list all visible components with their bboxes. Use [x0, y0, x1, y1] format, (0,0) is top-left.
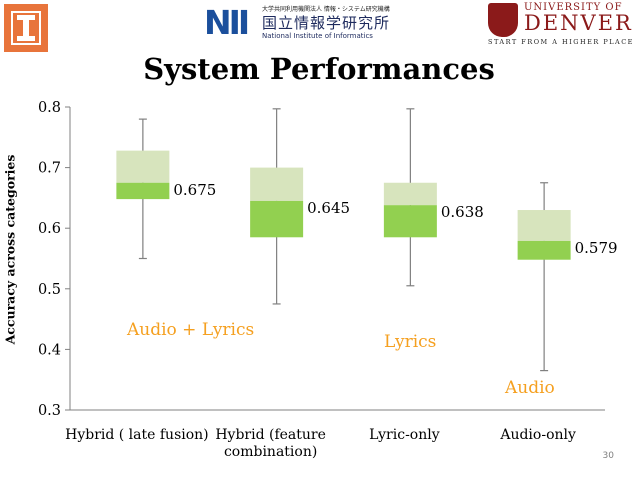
denver-logo-line1: UNIVERSITY OF — [524, 2, 623, 13]
x-tick-label: Hybrid ( late fusion) — [65, 427, 209, 443]
box-lower-quartile — [250, 200, 304, 238]
illinois-logo-stem — [23, 15, 29, 41]
nii-logo-mark: NII — [204, 3, 250, 42]
data-label: 0.675 — [173, 181, 216, 199]
x-tick-label: combination) — [224, 444, 317, 460]
data-label: 0.645 — [307, 199, 350, 217]
nii-logo: NII 大学共同利用機関法人 情報・システム研究機構 国立情報学研究所 Nati… — [204, 4, 394, 42]
nii-logo-japanese-name: 国立情報学研究所 — [262, 14, 391, 32]
data-label: 0.579 — [575, 239, 618, 257]
denver-tagline: START FROM A HIGHER PLACE — [488, 38, 634, 46]
illinois-logo-frame — [11, 11, 41, 45]
annotation-audio-lyrics: Audio + Lyrics — [127, 320, 255, 340]
illinois-logo-bottom-bar — [17, 36, 35, 41]
annotation-lyrics: Lyrics — [384, 332, 437, 352]
data-label: 0.638 — [441, 203, 484, 221]
illinois-logo — [4, 4, 48, 52]
box-upper-quartile — [116, 150, 170, 183]
nii-logo-subtitle: 大学共同利用機関法人 情報・システム研究機構 — [262, 6, 390, 13]
annotation-audio: Audio — [505, 378, 555, 398]
x-tick-label: Lyric-only — [369, 427, 440, 443]
y-tick-label: 0.6 — [38, 221, 61, 237]
x-tick-label: Audio-only — [499, 427, 576, 443]
box-lower-quartile — [383, 205, 437, 238]
y-tick-label: 0.4 — [38, 342, 61, 358]
y-tick-label: 0.8 — [38, 100, 61, 116]
nii-logo-english-name: National Institute of Informatics — [262, 32, 373, 40]
page-number: 30 — [602, 451, 614, 461]
y-tick-label: 0.7 — [38, 161, 61, 177]
denver-shield-icon — [488, 3, 518, 37]
x-tick-label: Hybrid (feature — [215, 427, 326, 443]
box-upper-quartile — [250, 167, 304, 201]
box-upper-quartile — [383, 182, 437, 206]
box-lower-quartile — [517, 240, 571, 260]
box-upper-quartile — [517, 210, 571, 241]
denver-logo-line2: DENVER — [524, 11, 633, 35]
y-tick-label: 0.3 — [38, 403, 61, 419]
y-tick-label: 0.5 — [38, 282, 61, 298]
slide-title: System Performances — [143, 52, 495, 86]
box-lower-quartile — [116, 182, 170, 200]
